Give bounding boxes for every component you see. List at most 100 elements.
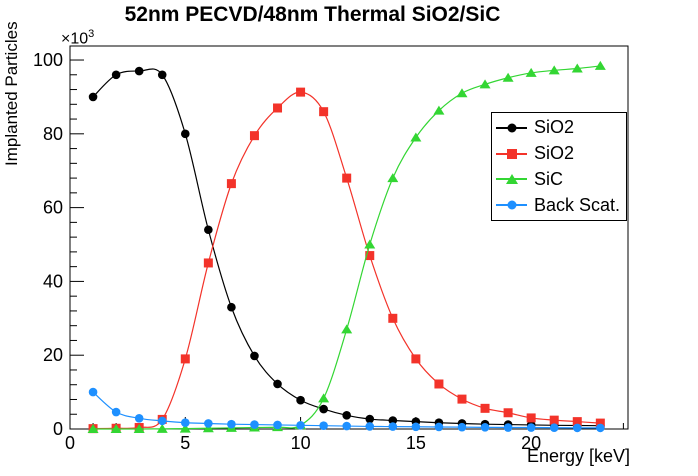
data-point-3	[342, 421, 351, 431]
y-tick-label: 0	[53, 419, 63, 439]
data-point-3	[134, 413, 144, 423]
data-point-3	[457, 422, 467, 432]
data-point-3	[365, 422, 375, 431]
x-tick-label: 15	[406, 433, 426, 453]
data-point-2	[110, 424, 122, 433]
data-point-0	[342, 411, 351, 420]
data-point-0	[250, 351, 259, 361]
data-point-2	[433, 105, 445, 115]
data-point-1	[388, 313, 398, 323]
legend-entry-2: SiC	[496, 167, 622, 191]
y-tick-label: 60	[43, 198, 63, 218]
data-point-1	[526, 413, 536, 423]
triangle-marker-icon	[496, 172, 527, 186]
legend-box: SiO2 SiO2 SiC Back Scat.	[491, 112, 627, 221]
x-tick-label: 0	[65, 433, 75, 453]
data-point-3	[273, 420, 282, 430]
data-point-3	[227, 419, 236, 429]
data-point-3	[388, 422, 398, 431]
data-point-2	[364, 239, 376, 249]
chart-title: 52nm PECVD/48nm Thermal SiO2/SiC	[124, 3, 501, 26]
data-point-2	[87, 424, 99, 433]
legend-entry-1: SiO2	[496, 142, 622, 166]
data-point-1	[503, 408, 513, 418]
legend-label: SiC	[534, 168, 564, 189]
data-point-2	[594, 60, 606, 70]
data-point-0	[319, 404, 328, 414]
data-point-2	[571, 63, 583, 73]
data-point-3	[296, 421, 305, 430]
data-point-2	[179, 423, 191, 433]
y-tick-label: 80	[43, 124, 63, 144]
data-point-0	[365, 414, 375, 424]
legend-label: SiO2	[534, 143, 575, 164]
data-point-3	[111, 407, 121, 417]
data-point-1	[180, 354, 190, 364]
data-point-2	[456, 88, 468, 98]
data-point-2	[341, 324, 353, 334]
circle-marker-icon	[496, 198, 527, 212]
data-point-0	[296, 395, 305, 405]
data-point-3	[434, 422, 444, 432]
data-point-1	[434, 379, 444, 389]
data-point-0	[204, 225, 213, 235]
data-point-2	[318, 393, 330, 403]
data-point-2	[387, 173, 399, 183]
data-point-0	[180, 129, 190, 139]
y-tick-label: 40	[43, 271, 63, 291]
data-point-1	[572, 417, 582, 427]
data-point-1	[203, 258, 213, 268]
data-point-0	[388, 416, 398, 425]
plot-frame	[69, 45, 629, 430]
data-point-2	[156, 423, 168, 433]
data-point-2	[133, 424, 145, 433]
data-point-1	[342, 173, 352, 183]
data-point-3	[204, 419, 213, 428]
data-point-3	[572, 423, 582, 433]
data-point-1	[457, 394, 467, 404]
x-axis-title: Energy [keV]	[526, 446, 630, 466]
data-point-2	[479, 79, 491, 89]
data-point-3	[480, 423, 490, 432]
data-point-0	[157, 70, 167, 80]
data-point-3	[250, 420, 259, 429]
x-tick-label: 20	[521, 433, 541, 453]
data-point-1	[249, 131, 259, 141]
data-point-1	[549, 415, 559, 425]
data-point-0	[88, 92, 98, 102]
legend-label: Back Scat.	[534, 194, 621, 215]
square-marker-icon	[496, 147, 527, 161]
data-point-3	[180, 418, 190, 428]
data-point-0	[111, 70, 121, 80]
y-tick-label: 20	[43, 345, 63, 365]
data-point-3	[503, 423, 513, 432]
x-tick-label: 5	[180, 433, 190, 453]
y-axis-multiplier: ×103	[61, 28, 95, 48]
data-point-1	[365, 251, 375, 261]
data-point-2	[410, 132, 422, 142]
data-point-1	[296, 87, 306, 97]
data-point-1	[411, 354, 421, 364]
y-tick-label: 100	[33, 50, 63, 70]
data-point-3	[411, 422, 421, 432]
data-point-2	[548, 65, 560, 75]
data-point-1	[226, 179, 236, 189]
data-point-3	[319, 421, 328, 430]
data-point-0	[227, 302, 236, 312]
x-tick-label: 10	[291, 433, 311, 453]
data-point-2	[502, 72, 514, 82]
data-point-0	[273, 379, 282, 389]
y-axis-title: Implanted Particles	[2, 21, 21, 166]
legend-label: SiO2	[534, 117, 575, 138]
data-point-2	[525, 67, 537, 77]
data-point-1	[595, 418, 605, 428]
data-point-1	[319, 107, 329, 117]
data-point-3	[549, 423, 559, 433]
data-point-3	[596, 423, 605, 433]
data-point-3	[88, 387, 98, 397]
circle-marker-icon	[496, 121, 527, 135]
data-point-1	[273, 103, 283, 113]
legend-entry-3: Back Scat.	[496, 193, 622, 217]
